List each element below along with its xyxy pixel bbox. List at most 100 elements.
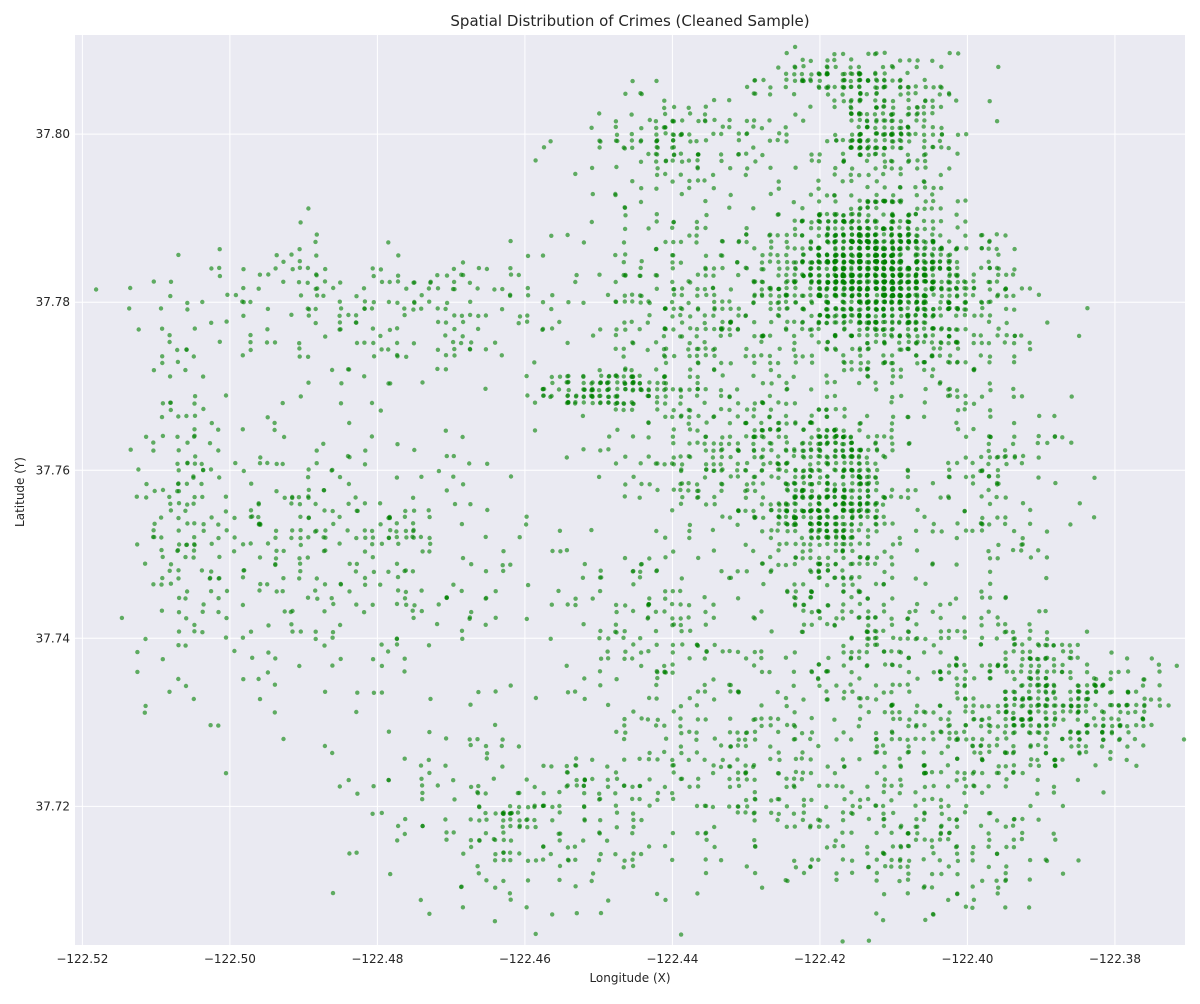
crime-point: [671, 387, 675, 391]
crime-point: [322, 508, 326, 512]
crime-point: [542, 387, 546, 391]
crime-point: [865, 650, 869, 654]
crime-point: [842, 508, 846, 512]
crime-point: [792, 812, 796, 816]
crime-point: [826, 556, 830, 560]
crime-point: [842, 488, 846, 492]
crime-point: [168, 294, 172, 298]
crime-point: [597, 273, 601, 277]
crime-point: [881, 812, 885, 816]
crime-point: [1068, 736, 1072, 740]
crime-point: [258, 555, 262, 559]
crime-point: [882, 99, 886, 103]
crime-point: [833, 85, 837, 89]
crime-point: [1053, 838, 1057, 842]
crime-point: [891, 246, 895, 250]
crime-point: [834, 441, 838, 445]
crime-point: [922, 798, 926, 802]
crime-point: [744, 543, 748, 547]
crime-point: [605, 839, 609, 843]
crime-point: [712, 118, 716, 122]
crime-point: [354, 851, 358, 855]
crime-point: [670, 858, 674, 862]
crime-point: [954, 596, 958, 600]
crime-point: [922, 650, 926, 654]
crime-point: [557, 790, 561, 794]
crime-point: [719, 765, 723, 769]
crime-point: [858, 300, 862, 304]
crime-point: [995, 743, 999, 747]
crime-point: [866, 609, 870, 613]
crime-point: [1021, 771, 1025, 775]
crime-point: [1020, 718, 1024, 722]
crime-point: [599, 852, 603, 856]
crime-point: [906, 872, 910, 876]
crime-point: [987, 247, 991, 251]
crime-point: [834, 616, 838, 620]
crime-point: [427, 643, 431, 647]
crime-point: [315, 232, 319, 236]
crime-point: [313, 588, 317, 592]
crime-point: [922, 360, 926, 364]
crime-point: [477, 818, 481, 822]
crime-point: [995, 333, 999, 337]
crime-point: [955, 891, 959, 895]
crime-point: [557, 832, 561, 836]
crime-point: [452, 353, 456, 357]
crime-point: [622, 784, 626, 788]
crime-point: [1011, 294, 1015, 298]
crime-point: [249, 515, 253, 519]
crime-point: [849, 207, 853, 211]
crime-point: [1043, 737, 1047, 741]
crime-point: [834, 313, 838, 317]
crime-point: [420, 609, 424, 613]
crime-point: [890, 488, 894, 492]
crime-point: [858, 72, 862, 76]
crime-point: [704, 267, 708, 271]
crime-point: [793, 737, 797, 741]
crime-point: [784, 448, 788, 452]
crime-point: [248, 340, 252, 344]
crime-point: [1019, 333, 1023, 337]
crime-point: [940, 812, 944, 816]
crime-point: [533, 158, 537, 162]
crime-point: [898, 266, 902, 270]
crime-point: [1084, 744, 1088, 748]
crime-point: [898, 233, 902, 237]
crime-point: [501, 549, 505, 553]
crime-point: [842, 528, 846, 532]
crime-point: [1068, 656, 1072, 660]
crime-point: [922, 857, 926, 861]
crime-point: [899, 495, 903, 499]
crime-point: [281, 280, 285, 284]
crime-point: [995, 852, 999, 856]
crime-point: [752, 515, 756, 519]
crime-point: [613, 299, 617, 303]
crime-point: [922, 515, 926, 519]
crime-point: [825, 239, 829, 243]
crime-point: [679, 467, 683, 471]
crime-point: [605, 388, 609, 392]
crime-point: [615, 811, 619, 815]
crime-point: [484, 791, 488, 795]
crime-point: [1021, 703, 1025, 707]
crime-point: [362, 306, 366, 310]
crime-point: [777, 287, 781, 291]
crime-point: [930, 374, 934, 378]
crime-point: [841, 810, 845, 814]
crime-point: [445, 301, 449, 305]
crime-point: [931, 186, 935, 190]
crime-point: [793, 468, 797, 472]
crime-point: [865, 461, 869, 465]
crime-point: [832, 52, 836, 56]
crime-point: [907, 132, 911, 136]
crime-point: [679, 502, 683, 506]
crime-point: [955, 852, 959, 856]
crime-point: [614, 730, 618, 734]
crime-point: [979, 824, 983, 828]
crime-point: [436, 348, 440, 352]
crime-point: [281, 260, 285, 264]
crime-point: [833, 502, 837, 506]
crime-point: [809, 798, 813, 802]
crime-point: [906, 280, 910, 284]
